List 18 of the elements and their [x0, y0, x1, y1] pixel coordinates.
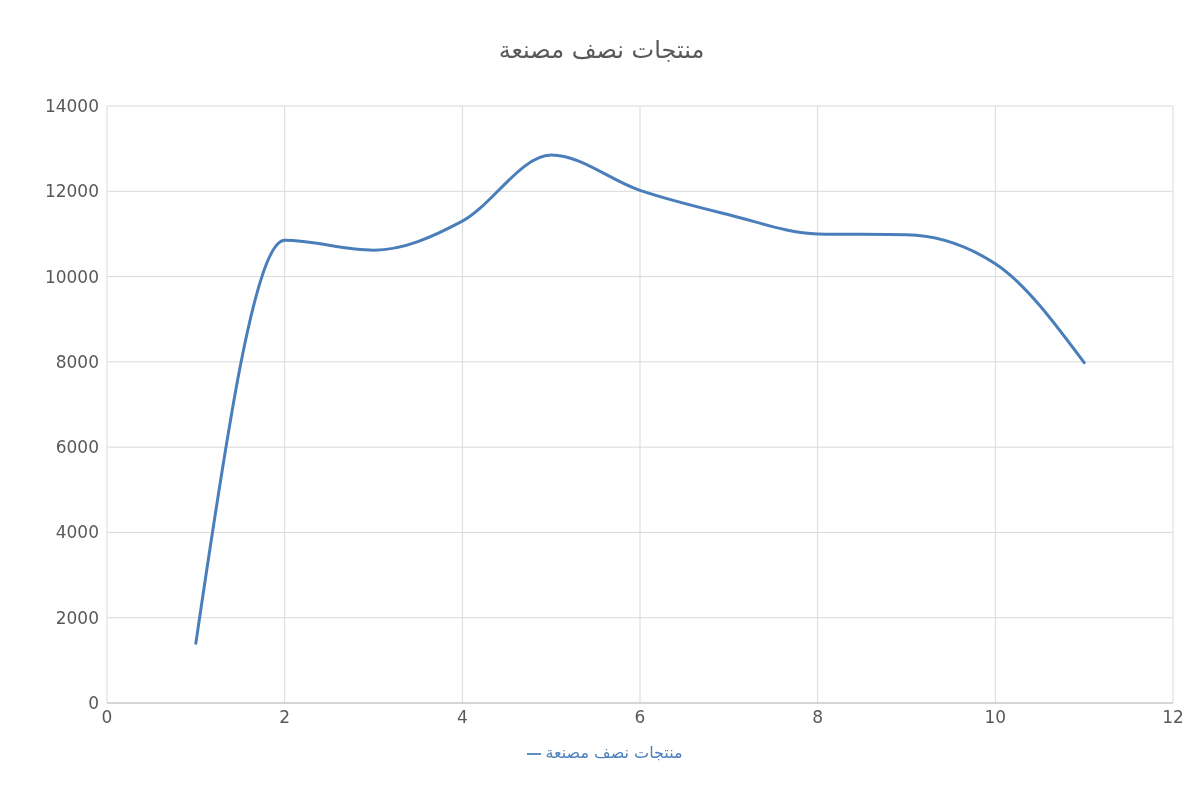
line-series — [194, 153, 1086, 645]
x-tick-label: 2 — [279, 707, 291, 728]
y-tick-label: 6000 — [55, 437, 99, 458]
chart-title: منتجات نصف مصنعة — [497, 36, 706, 64]
y-tick-label: 14000 — [44, 96, 99, 117]
y-tick-label: 2000 — [55, 607, 99, 628]
x-tick-label: 6 — [634, 707, 646, 728]
x-tick-label: 0 — [101, 707, 113, 728]
x-tick-label: 10 — [984, 707, 1007, 728]
y-tick-label: 8000 — [55, 351, 99, 372]
x-tick-label: 8 — [812, 707, 824, 728]
y-tick-label: 12000 — [44, 181, 99, 202]
legend-label: منتجات نصف مصنعة — [545, 743, 683, 762]
x-tick-label: 4 — [456, 707, 468, 728]
x-tick-label: 12 — [1162, 707, 1184, 728]
y-tick-label: 10000 — [44, 266, 99, 287]
y-tick-label: 4000 — [55, 522, 99, 543]
y-tick-label: 0 — [88, 693, 99, 714]
